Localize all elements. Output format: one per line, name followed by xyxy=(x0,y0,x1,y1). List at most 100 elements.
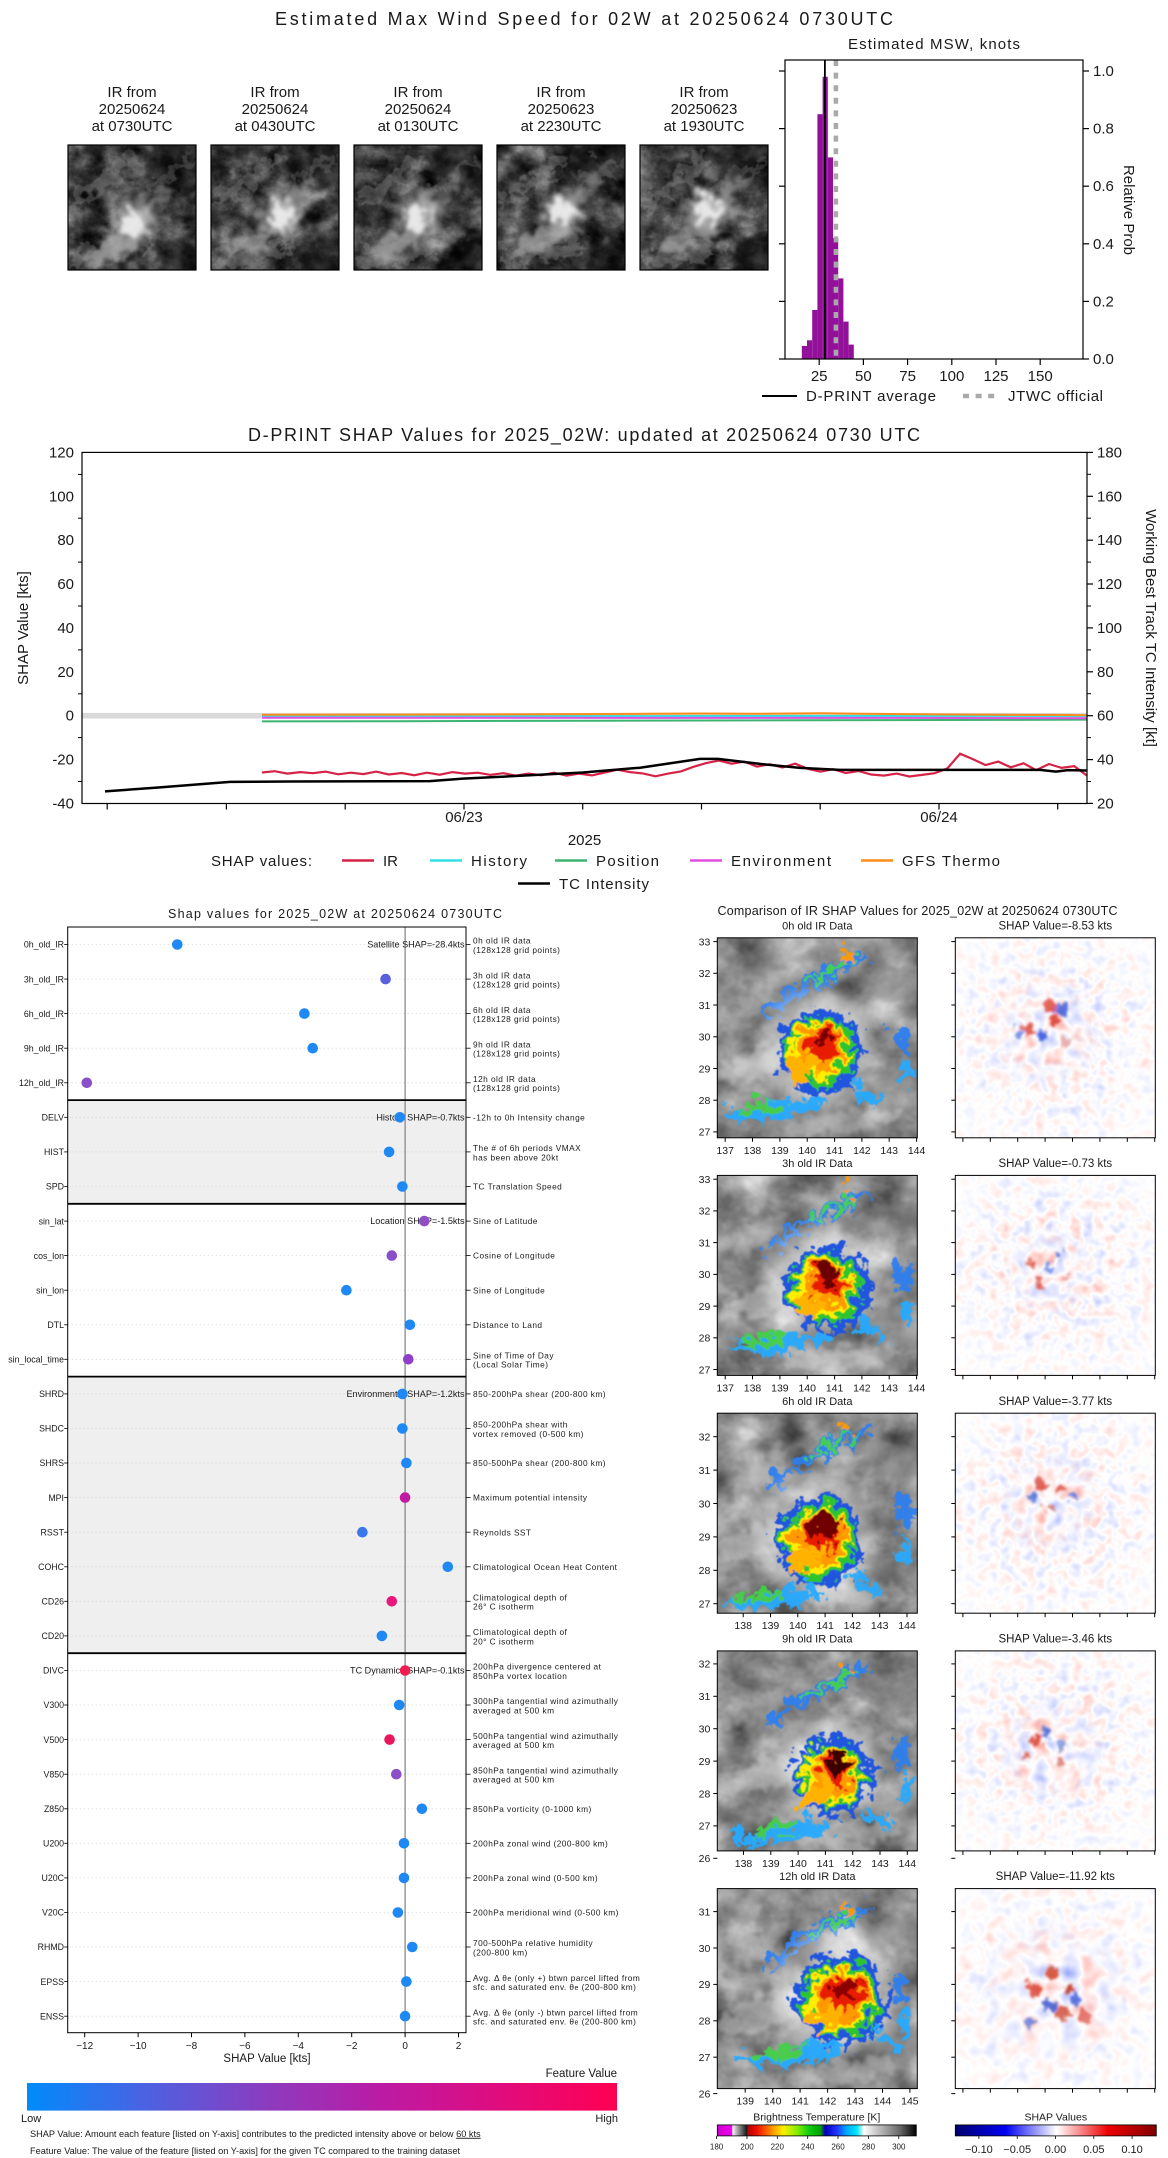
svg-text:80: 80 xyxy=(57,532,74,549)
svg-text:3h old IR data: 3h old IR data xyxy=(473,970,531,980)
svg-text:850hPa vortex location: 850hPa vortex location xyxy=(473,1671,567,1681)
svg-text:141: 141 xyxy=(826,1145,844,1157)
svg-text:Z850: Z850 xyxy=(44,1804,64,1814)
svg-text:20: 20 xyxy=(57,664,74,681)
svg-text:Avg. Δ θe (only -) btwn parcel: Avg. Δ θe (only -) btwn parcel lifted fr… xyxy=(473,2007,638,2017)
svg-text:SPD: SPD xyxy=(46,1182,64,1192)
svg-text:Relative Prob: Relative Prob xyxy=(1120,165,1137,255)
svg-text:Climatological depth of: Climatological depth of xyxy=(473,1627,568,1637)
svg-text:40: 40 xyxy=(1097,752,1114,769)
svg-text:80: 80 xyxy=(1097,664,1114,681)
svg-text:29: 29 xyxy=(699,1756,711,1768)
svg-text:-20: -20 xyxy=(52,752,74,769)
svg-text:31: 31 xyxy=(699,1691,711,1703)
svg-text:27: 27 xyxy=(699,1599,711,1611)
svg-text:144: 144 xyxy=(908,1382,926,1394)
svg-text:100: 100 xyxy=(49,488,74,505)
svg-text:SHRD: SHRD xyxy=(39,1389,64,1399)
svg-text:History SHAP=-0.7kts: History SHAP=-0.7kts xyxy=(376,1112,465,1122)
svg-text:CD20: CD20 xyxy=(42,1631,65,1641)
svg-text:120: 120 xyxy=(1097,576,1122,593)
svg-text:at 0130UTC: at 0130UTC xyxy=(378,118,459,135)
svg-text:140: 140 xyxy=(1097,532,1122,549)
svg-text:143: 143 xyxy=(846,2096,864,2108)
svg-text:850hPa vorticity (0-1000 km): 850hPa vorticity (0-1000 km) xyxy=(473,1804,592,1814)
svg-text:IR from: IR from xyxy=(107,84,156,101)
svg-text:28: 28 xyxy=(699,1095,711,1107)
svg-text:Satellite SHAP=-28.4kts: Satellite SHAP=-28.4kts xyxy=(367,940,465,950)
svg-text:32: 32 xyxy=(699,1659,711,1671)
svg-text:Cosine of Longitude: Cosine of Longitude xyxy=(473,1251,555,1261)
svg-text:Reynolds SST: Reynolds SST xyxy=(473,1527,531,1537)
svg-text:143: 143 xyxy=(871,1858,889,1870)
svg-text:144: 144 xyxy=(874,2096,892,2108)
svg-text:SHDC: SHDC xyxy=(39,1424,65,1434)
svg-text:9h_old_IR: 9h_old_IR xyxy=(24,1043,64,1053)
svg-text:SHAP Value=-8.53 kts: SHAP Value=-8.53 kts xyxy=(998,920,1112,932)
svg-text:850-200hPa shear with: 850-200hPa shear with xyxy=(473,1420,568,1430)
svg-text:141: 141 xyxy=(826,1382,844,1394)
svg-text:−0.10: −0.10 xyxy=(965,2144,993,2156)
svg-text:220: 220 xyxy=(771,2143,785,2152)
svg-text:138: 138 xyxy=(735,1858,753,1870)
svg-text:averaged at 500 km: averaged at 500 km xyxy=(473,1740,554,1750)
svg-text:at 2230UTC: at 2230UTC xyxy=(521,118,602,135)
svg-text:6h old IR Data: 6h old IR Data xyxy=(782,1396,853,1408)
svg-text:32: 32 xyxy=(699,1432,711,1444)
svg-text:(200-800 km): (200-800 km) xyxy=(473,1947,528,1957)
svg-text:20250624: 20250624 xyxy=(99,101,166,118)
svg-text:sin_lat: sin_lat xyxy=(39,1216,65,1226)
svg-text:0.00: 0.00 xyxy=(1045,2144,1066,2156)
svg-text:20250624: 20250624 xyxy=(385,101,452,118)
svg-text:SHAP Value=-3.46 kts: SHAP Value=-3.46 kts xyxy=(998,1634,1112,1646)
svg-text:0.0: 0.0 xyxy=(1093,351,1114,368)
svg-text:6h old IR data: 6h old IR data xyxy=(473,1005,531,1015)
svg-text:137: 137 xyxy=(716,1145,734,1157)
svg-text:averaged at 500 km: averaged at 500 km xyxy=(473,1775,554,1785)
svg-text:SHAP values:: SHAP values: xyxy=(211,853,312,870)
svg-text:V500: V500 xyxy=(43,1735,64,1745)
svg-text:1.0: 1.0 xyxy=(1093,63,1114,80)
svg-text:75: 75 xyxy=(899,368,916,385)
svg-text:850-200hPa shear (200-800 km): 850-200hPa shear (200-800 km) xyxy=(473,1389,606,1399)
svg-text:142: 142 xyxy=(853,1382,871,1394)
svg-text:2025: 2025 xyxy=(568,832,601,849)
svg-text:GFS Thermo: GFS Thermo xyxy=(902,853,1000,870)
svg-text:20° C isotherm: 20° C isotherm xyxy=(473,1636,534,1646)
svg-text:IR: IR xyxy=(383,853,398,870)
svg-text:20250624: 20250624 xyxy=(242,101,309,118)
svg-text:at 0430UTC: at 0430UTC xyxy=(235,118,316,135)
svg-text:-40: -40 xyxy=(52,796,74,813)
svg-text:140: 140 xyxy=(764,2096,782,2108)
svg-text:140: 140 xyxy=(789,1858,807,1870)
svg-text:−6: −6 xyxy=(239,2041,251,2052)
svg-text:Location SHAP=-1.5kts: Location SHAP=-1.5kts xyxy=(370,1216,465,1226)
svg-text:−4: −4 xyxy=(293,2041,305,2052)
svg-text:31: 31 xyxy=(699,1000,711,1012)
svg-text:IR from: IR from xyxy=(250,84,299,101)
svg-text:200hPa zonal wind (200-800 km): 200hPa zonal wind (200-800 km) xyxy=(473,1838,608,1848)
svg-text:Environment: Environment xyxy=(731,853,832,870)
svg-text:700-500hPa relative humidity: 700-500hPa relative humidity xyxy=(473,1938,593,1948)
svg-text:142: 142 xyxy=(844,1858,862,1870)
svg-text:850hPa tangential wind azimuth: 850hPa tangential wind azimuthally xyxy=(473,1765,619,1775)
svg-text:-12h to 0h Intensity change: -12h to 0h Intensity change xyxy=(473,1112,585,1122)
svg-text:HIST: HIST xyxy=(44,1147,65,1157)
svg-text:Low: Low xyxy=(21,2113,41,2125)
svg-text:140: 140 xyxy=(789,1620,807,1632)
svg-text:The # of 6h periods VMAX: The # of 6h periods VMAX xyxy=(473,1143,581,1153)
svg-text:2: 2 xyxy=(456,2041,462,2052)
svg-text:12h_old_IR: 12h_old_IR xyxy=(19,1078,64,1088)
svg-text:142: 142 xyxy=(819,2096,837,2108)
svg-text:27: 27 xyxy=(699,1127,711,1139)
svg-text:SHAP Value [kts]: SHAP Value [kts] xyxy=(15,571,32,685)
svg-text:29: 29 xyxy=(699,1979,711,1991)
svg-text:(128x128 grid points): (128x128 grid points) xyxy=(473,1014,560,1024)
svg-text:−2: −2 xyxy=(346,2041,358,2052)
svg-text:Shap values for 2025_02W at 20: Shap values for 2025_02W at 20250624 073… xyxy=(168,907,502,921)
svg-text:0: 0 xyxy=(66,708,74,725)
svg-text:150: 150 xyxy=(1028,368,1053,385)
svg-text:500hPa tangential wind azimuth: 500hPa tangential wind azimuthally xyxy=(473,1731,619,1741)
svg-text:6h_old_IR: 6h_old_IR xyxy=(24,1009,64,1019)
svg-text:(128x128 grid points): (128x128 grid points) xyxy=(473,1049,560,1059)
